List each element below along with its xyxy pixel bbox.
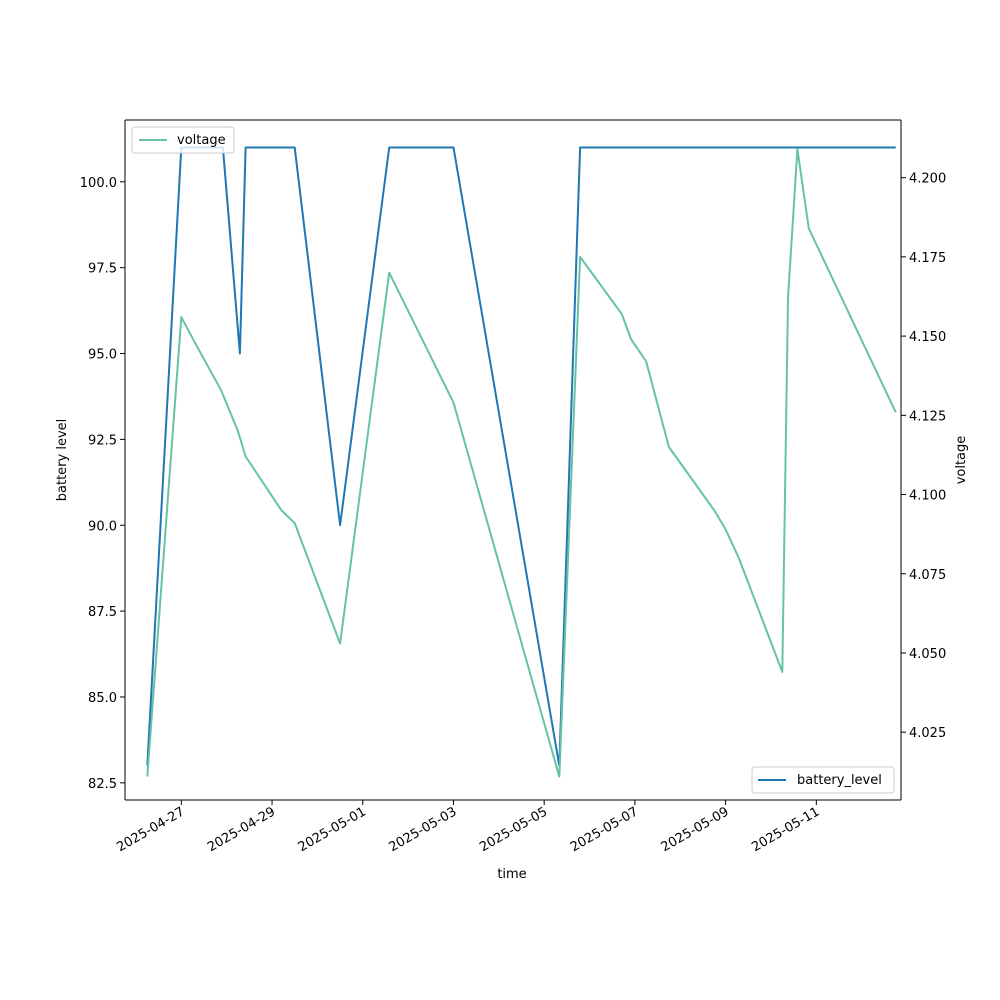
plot-area — [125, 120, 901, 800]
left-tick-label: 85.0 — [88, 691, 117, 706]
frame-layer — [124, 119, 902, 801]
legend-battery-level-box — [751, 766, 895, 794]
right-tick-label: 4.200 — [909, 172, 946, 187]
right-tick-label: 4.075 — [909, 568, 946, 583]
right-tick-label: 4.175 — [909, 251, 946, 266]
right-tick-label: 4.100 — [909, 489, 946, 504]
legend-voltage-label: voltage — [177, 133, 226, 148]
right-tick-label: 4.125 — [909, 409, 946, 424]
x-tick-label: 2025-05-05 — [477, 804, 550, 855]
x-tick-label: 2025-05-11 — [749, 804, 822, 855]
x-tick-label: 2025-05-01 — [296, 804, 369, 855]
left-tick-label: 82.5 — [88, 777, 117, 792]
left-tick-label: 87.5 — [88, 605, 117, 620]
left-tick-label: 95.0 — [88, 348, 117, 363]
left-axis-label: battery level — [55, 419, 70, 502]
legend-voltage: voltage — [131, 126, 235, 154]
x-axis-ticks: 2025-04-27 2025-04-29 2025-05-01 2025-05-03… — [114, 800, 822, 855]
x-tick-label: 2025-04-29 — [205, 804, 278, 855]
x-tick-label: 2025-05-09 — [659, 804, 732, 855]
left-tick-label: 97.5 — [88, 262, 117, 277]
x-axis-label: time — [497, 867, 526, 882]
left-tick-label: 100.0 — [80, 176, 117, 191]
right-axis-label: voltage — [954, 436, 969, 485]
legend-battery-level-label: battery_level — [797, 773, 882, 788]
right-tick-label: 4.025 — [909, 726, 946, 741]
right-axis-ticks: 4.025 4.050 4.075 4.100 4.125 4.150 4.175 4.200 — [901, 172, 946, 741]
x-tick-label: 2025-05-03 — [387, 804, 460, 855]
x-tick-label: 2025-04-27 — [114, 804, 187, 855]
left-axis-ticks: 82.5 85.0 87.5 90.0 92.5 95.0 97.5 100.0 — [80, 176, 125, 792]
left-tick-label: 90.0 — [88, 519, 117, 534]
x-tick-label: 2025-05-07 — [568, 804, 641, 855]
left-tick-label: 92.5 — [88, 433, 117, 448]
series-line-voltage — [146, 148, 897, 778]
legend-battery-level: battery_level — [751, 766, 895, 794]
right-tick-label: 4.150 — [909, 330, 946, 345]
right-tick-label: 4.050 — [909, 647, 946, 662]
plot-frame — [125, 120, 901, 800]
legend-voltage-box — [131, 126, 235, 154]
